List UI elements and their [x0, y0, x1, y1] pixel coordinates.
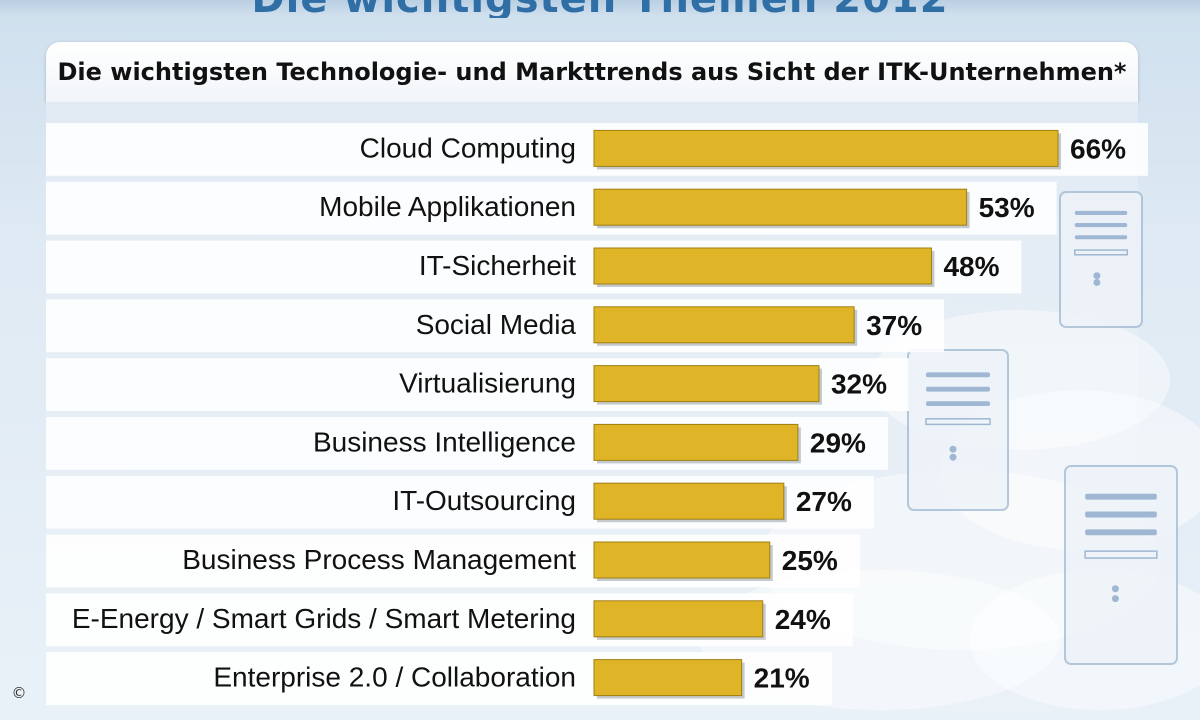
value-label: 53%: [979, 192, 1035, 223]
value-label: 48%: [943, 251, 999, 282]
category-label: E-Energy / Smart Grids / Smart Metering: [72, 603, 576, 634]
main-title-clipped: Die wichtigsten Themen 2012: [0, 0, 1200, 18]
copyright-symbol: ©: [11, 684, 27, 702]
category-label: Cloud Computing: [360, 132, 576, 163]
chart-subtitle: Die wichtigsten Technologie- und Markttr…: [57, 58, 1127, 86]
bar: [593, 659, 743, 697]
category-label: Enterprise 2.0 / Collaboration: [213, 662, 576, 693]
bar: [593, 423, 799, 461]
bar: [593, 306, 855, 344]
server-tower-icon: [1064, 465, 1178, 665]
value-label: 29%: [810, 427, 866, 458]
value-label: 27%: [796, 486, 852, 517]
value-label: 24%: [775, 604, 831, 635]
bar: [593, 365, 820, 403]
category-label: Business Intelligence: [313, 426, 576, 457]
server-tower-icon: [907, 349, 1009, 511]
category-label: IT-Outsourcing: [392, 485, 576, 516]
bar: [593, 600, 764, 638]
bar: [593, 247, 932, 285]
server-tower-icon: [1059, 191, 1143, 328]
value-label: 32%: [831, 369, 887, 400]
category-label: Social Media: [416, 309, 577, 340]
value-label: 25%: [782, 545, 838, 576]
top-title-band: Die wichtigsten Themen 2012: [0, 0, 1200, 18]
bar: [593, 482, 785, 520]
category-label: Mobile Applikationen: [319, 191, 576, 222]
category-label: Business Process Management: [182, 544, 576, 575]
subtitle-panel: Die wichtigsten Technologie- und Markttr…: [46, 42, 1138, 102]
bar: [593, 188, 968, 226]
category-label: IT-Sicherheit: [419, 250, 576, 281]
bar: [593, 541, 771, 579]
value-label: 21%: [754, 663, 810, 694]
value-label: 66%: [1070, 133, 1126, 164]
value-label: 37%: [866, 310, 922, 341]
bar: [593, 129, 1059, 167]
category-label: Virtualisierung: [399, 368, 576, 399]
